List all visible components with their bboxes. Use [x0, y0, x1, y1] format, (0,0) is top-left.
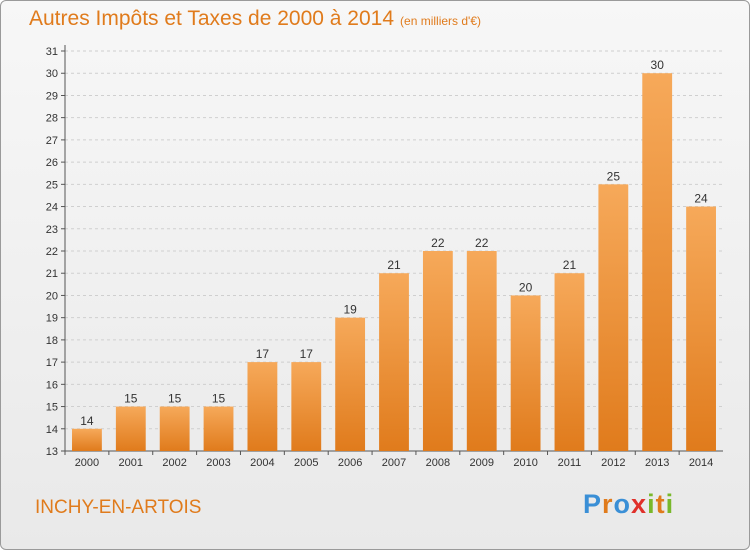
bar-value-label: 15	[212, 392, 226, 406]
y-tick-label: 16	[46, 379, 58, 391]
bar	[422, 251, 453, 451]
bar-value-label: 21	[387, 258, 401, 272]
bar	[159, 406, 190, 451]
x-tick-label: 2014	[689, 457, 713, 469]
y-tick-label: 19	[46, 313, 58, 325]
x-tick-label: 2011	[558, 457, 582, 469]
y-tick-label: 26	[46, 157, 58, 169]
bar	[466, 251, 497, 451]
bar-value-label: 14	[80, 414, 94, 428]
bar-value-label: 19	[343, 303, 357, 317]
y-tick-label: 18	[46, 335, 58, 347]
chart-title-text: Autres Impôts et Taxes de 2000 à 2014	[29, 7, 395, 30]
bar-value-label: 20	[519, 280, 533, 294]
y-tick-label: 30	[46, 68, 58, 80]
bar	[72, 428, 102, 451]
bar-value-label: 15	[168, 392, 182, 406]
x-tick-label: 2005	[294, 457, 318, 469]
y-tick-label: 14	[46, 424, 58, 436]
brand-logo: Proxiti	[583, 489, 674, 520]
y-tick-label: 13	[46, 446, 58, 458]
x-tick-label: 2003	[206, 457, 230, 469]
bar	[335, 317, 366, 451]
bar	[203, 406, 234, 451]
brand-letter: o	[613, 489, 632, 519]
bar-value-label: 17	[256, 347, 270, 361]
chart-unit: (en milliers d'€)	[400, 14, 482, 28]
bar	[247, 362, 278, 451]
x-tick-label: 2007	[382, 457, 406, 469]
y-tick-label: 20	[46, 290, 58, 302]
brand-letter: i	[647, 489, 656, 519]
x-tick-label: 2000	[75, 457, 99, 469]
bar	[291, 362, 322, 451]
bars	[72, 73, 716, 452]
data-labels: 14 15 15 15 17 17 19 21 22 22 20 21 25 30 24	[80, 58, 708, 428]
brand-letter: x	[631, 489, 648, 519]
bar-value-label: 22	[431, 236, 445, 250]
x-tick-label: 2002	[162, 457, 186, 469]
bar-value-label: 30	[651, 58, 665, 72]
x-tick-label: 2006	[338, 457, 362, 469]
y-tick-label: 15	[46, 402, 58, 414]
brand-letter: t	[655, 489, 666, 519]
x-tick-label: 2010	[513, 457, 537, 469]
x-tick-label: 2001	[119, 457, 143, 469]
x-tick-label: 2009	[469, 457, 493, 469]
bar-value-label: 25	[607, 169, 621, 183]
y-tick-label: 27	[46, 135, 58, 147]
y-tick-label: 28	[46, 113, 58, 125]
bar	[554, 273, 585, 451]
brand-letter: i	[665, 489, 675, 519]
bar	[379, 273, 409, 451]
y-tick-label: 31	[46, 46, 58, 58]
y-tick-label: 22	[46, 246, 58, 258]
y-tick-label: 29	[46, 90, 58, 102]
bar	[598, 184, 629, 452]
y-tick-label: 17	[46, 357, 58, 369]
bar-value-label: 22	[475, 236, 489, 250]
bar-value-label: 15	[124, 392, 138, 406]
y-tick-label: 23	[46, 224, 58, 236]
y-tick-label: 24	[46, 202, 58, 214]
x-tick-label: 2013	[645, 457, 669, 469]
commune-name: INCHY-EN-ARTOIS	[35, 497, 202, 518]
y-tick-label: 21	[46, 268, 58, 280]
bar	[510, 295, 541, 451]
brand-letter: P	[583, 489, 603, 519]
bar-value-label: 24	[694, 192, 708, 206]
bar	[115, 406, 146, 451]
chart-title: Autres Impôts et Taxes de 2000 à 2014 (en…	[29, 7, 481, 31]
bar	[642, 73, 673, 451]
brand-letter: r	[602, 489, 614, 519]
x-tick-label: 2012	[601, 457, 625, 469]
bar-value-label: 17	[300, 347, 314, 361]
x-tick-label: 2004	[250, 457, 274, 469]
bar-value-label: 21	[563, 258, 577, 272]
bar	[686, 206, 716, 451]
x-tick-label: 2008	[426, 457, 450, 469]
y-tick-label: 25	[46, 179, 58, 191]
